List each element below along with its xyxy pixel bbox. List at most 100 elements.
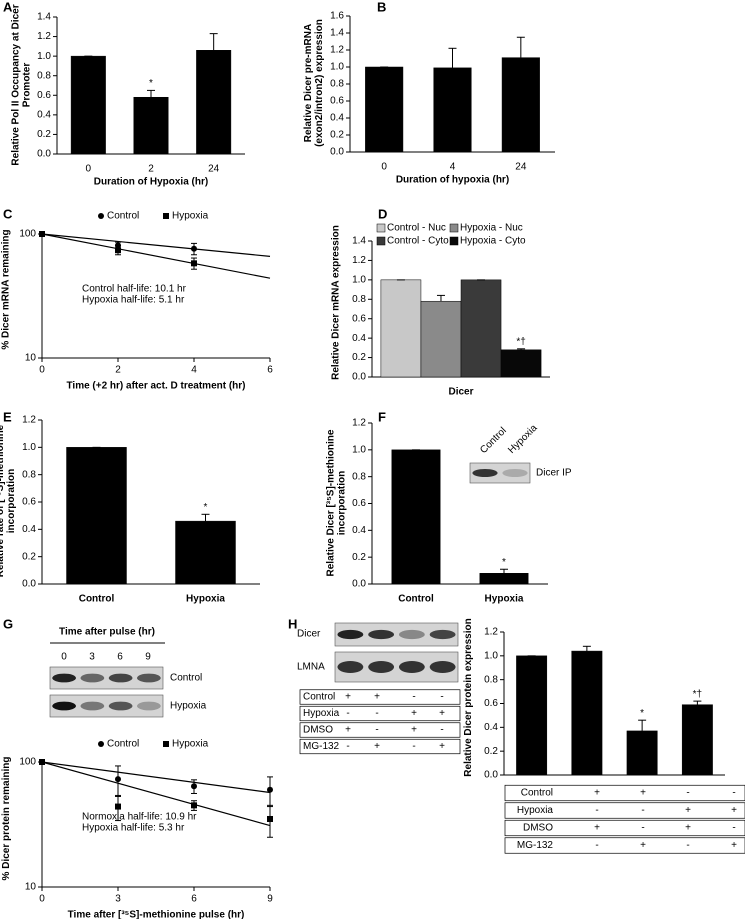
cell: + <box>640 840 646 851</box>
y-tick-label: 1.4 <box>352 236 366 247</box>
annotation: Hypoxia half-life: 5.1 hr <box>82 295 185 306</box>
row-label: Control <box>170 673 202 684</box>
cell: - <box>440 692 443 703</box>
y-tick-label: 100 <box>19 757 36 768</box>
cell: + <box>731 840 737 851</box>
point <box>267 815 273 822</box>
y-tick-label: 0.6 <box>484 698 498 709</box>
y-tick-label: 10 <box>25 882 37 893</box>
point <box>115 247 121 254</box>
x-axis-label: Duration of hypoxia (hr) <box>396 175 509 186</box>
bar <box>380 279 422 378</box>
blot-band <box>429 661 456 673</box>
point <box>191 802 197 809</box>
lane-label: 9 <box>145 652 151 663</box>
x-tick-label: 9 <box>267 894 273 905</box>
cell: - <box>440 725 443 736</box>
row-label: Control <box>303 692 335 703</box>
x-axis-label: Time (+2 hr) after act. D treatment (hr) <box>66 381 245 392</box>
blot-band <box>137 701 161 711</box>
table-row <box>299 722 461 738</box>
y-tick-label: 0.6 <box>22 497 36 508</box>
significance-marker: * <box>204 502 208 513</box>
bar <box>501 57 540 153</box>
x-tick-label: Dicer <box>448 387 473 398</box>
row-label: Control <box>521 788 553 799</box>
row-label: MG-132 <box>303 741 340 752</box>
y-tick-label: 0.4 <box>484 722 498 733</box>
cell: + <box>594 823 600 834</box>
cell: - <box>595 840 598 851</box>
table-row <box>299 689 461 705</box>
row-label: Hypoxia <box>303 708 340 719</box>
blot-band <box>52 673 76 683</box>
y-tick-label: 0.8 <box>22 469 36 480</box>
cell: + <box>439 741 445 752</box>
blot <box>49 666 164 690</box>
lane-label: 0 <box>61 652 67 663</box>
cell: - <box>686 788 689 799</box>
fit-line <box>41 761 271 827</box>
lane-label: 3 <box>89 652 95 663</box>
cell: + <box>411 708 417 719</box>
table-row <box>299 705 461 722</box>
table-row <box>504 837 745 854</box>
row-label: DMSO <box>523 823 553 834</box>
y-tick-label: 1.2 <box>22 415 36 426</box>
y-tick-label: 0.2 <box>352 352 366 363</box>
y-tick-label: 0.0 <box>352 579 366 590</box>
cell: - <box>732 788 735 799</box>
y-tick-label: 0.2 <box>22 551 36 562</box>
bar <box>420 300 462 378</box>
y-tick-label: 0.0 <box>37 149 51 160</box>
x-tick-label: 0 <box>39 894 45 905</box>
x-tick-label: 6 <box>267 365 273 376</box>
point <box>115 776 121 783</box>
significance-marker: * <box>149 78 153 89</box>
point <box>115 803 121 810</box>
y-tick-label: 0.8 <box>352 294 366 305</box>
point <box>115 242 121 249</box>
y-tick-label: 0.2 <box>352 552 366 563</box>
x-tick-label: 2 <box>148 164 154 175</box>
annotation: Hypoxia half-life: 5.3 hr <box>82 823 185 834</box>
point <box>267 786 273 793</box>
x-tick-label: Hypoxia <box>186 594 225 605</box>
cell: - <box>595 805 598 816</box>
cell: - <box>346 708 349 719</box>
y-tick-label: 1.4 <box>330 28 344 39</box>
row-label: Dicer <box>297 629 321 640</box>
legend-label: Control <box>107 739 139 750</box>
blot <box>469 462 531 484</box>
y-tick-label: 0.4 <box>22 524 36 535</box>
bar <box>681 704 713 776</box>
x-tick-label: 6 <box>191 894 197 905</box>
point <box>39 231 45 237</box>
y-tick-label: 1.2 <box>484 627 498 638</box>
bar <box>365 66 404 153</box>
y-tick-label: 0.0 <box>484 770 498 781</box>
lane-label: Hypoxia <box>506 422 540 456</box>
fit-line <box>41 233 271 279</box>
panel-label: F <box>378 409 386 424</box>
legend-label: Control - Cyto <box>387 236 449 247</box>
blot-band <box>337 629 364 640</box>
table-row <box>504 802 745 819</box>
cell: + <box>374 692 380 703</box>
legend-swatch <box>376 223 386 233</box>
cell: - <box>732 823 735 834</box>
bar <box>460 279 502 378</box>
cell: - <box>375 708 378 719</box>
blot-band <box>398 661 425 673</box>
table-row <box>504 819 745 837</box>
y-tick-label: 1.4 <box>37 12 51 23</box>
legend-swatch <box>449 223 459 233</box>
y-tick-label: 1.6 <box>330 11 344 22</box>
legend-label: Control <box>107 211 139 222</box>
y-tick-label: 0.8 <box>330 79 344 90</box>
blot-label: Dicer IP <box>536 468 572 479</box>
annotation: Control half-life: 10.1 hr <box>82 284 187 295</box>
y-tick-label: 1.0 <box>37 51 51 62</box>
y-axis-label: Relative Pol II Occupancy at Dicer Promo… <box>10 3 32 166</box>
